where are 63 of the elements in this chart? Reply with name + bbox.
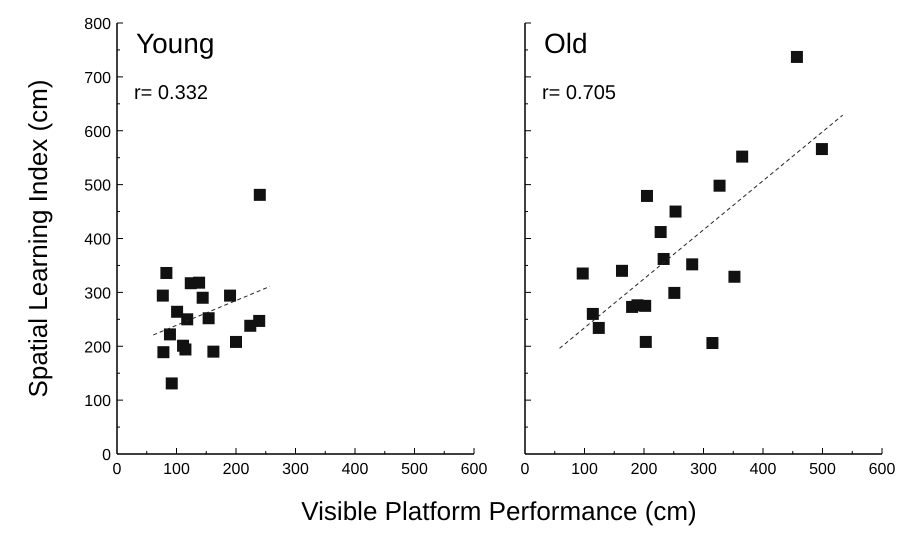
- point: [639, 300, 652, 312]
- point: [790, 50, 803, 63]
- point: [156, 290, 169, 302]
- point: [253, 314, 266, 327]
- point: [202, 312, 215, 324]
- y-tick-label: 800: [84, 16, 112, 33]
- x-tick-label: 100: [571, 461, 598, 478]
- x-tick-label: 200: [630, 461, 658, 478]
- point: [658, 252, 670, 265]
- y-axis-title: Spatial Learning Index (cm): [23, 80, 53, 398]
- x-tick-label: 100: [163, 461, 190, 478]
- x-tick-label: 300: [282, 461, 309, 478]
- annotation: r= 0.332: [134, 82, 208, 104]
- point: [181, 313, 194, 326]
- point: [592, 322, 605, 334]
- point: [736, 150, 748, 163]
- point: [706, 337, 718, 350]
- point: [157, 346, 170, 358]
- point: [816, 143, 828, 156]
- point: [668, 286, 680, 299]
- y-tick-label: 700: [84, 70, 112, 87]
- point: [254, 188, 266, 201]
- chart-title: Young: [136, 28, 214, 59]
- x-tick-label: 0: [112, 461, 122, 478]
- point: [230, 336, 242, 348]
- point: [616, 264, 628, 277]
- x-tick-label: 400: [342, 461, 368, 478]
- x-axis-title: Visible Platform Performance (cm): [301, 496, 697, 526]
- x-tick-label: 400: [750, 461, 776, 478]
- x-tick-label: 300: [690, 461, 717, 478]
- point: [160, 266, 172, 279]
- x-tick-label: 500: [401, 461, 428, 478]
- point: [164, 328, 176, 340]
- point: [179, 343, 192, 356]
- point: [224, 290, 236, 302]
- y-tick-label: 500: [84, 178, 112, 195]
- point: [166, 377, 178, 390]
- annotation: r= 0.705: [542, 82, 616, 104]
- y-tick-label: 300: [84, 285, 112, 302]
- x-tick-label: 600: [460, 461, 488, 478]
- x-tick-label: 0: [520, 461, 530, 478]
- x-tick-label: 200: [222, 461, 250, 478]
- y-tick-label: 100: [84, 393, 112, 410]
- x-tick-label: 600: [868, 461, 896, 478]
- point: [654, 226, 667, 238]
- point: [193, 276, 206, 289]
- point: [196, 292, 209, 304]
- point: [576, 268, 589, 280]
- point: [686, 258, 698, 270]
- point: [728, 270, 740, 283]
- point: [586, 308, 599, 320]
- point: [640, 190, 653, 202]
- y-tick-label: 200: [84, 339, 112, 356]
- x-tick-label: 500: [809, 461, 836, 478]
- point: [640, 336, 652, 348]
- point: [207, 346, 220, 358]
- y-tick-label: 0: [102, 447, 112, 464]
- y-tick-label: 400: [84, 232, 112, 248]
- chart-title: Old: [544, 28, 588, 59]
- point: [171, 306, 184, 318]
- point: [714, 180, 726, 192]
- y-tick-label: 600: [84, 124, 112, 141]
- point: [670, 206, 682, 218]
